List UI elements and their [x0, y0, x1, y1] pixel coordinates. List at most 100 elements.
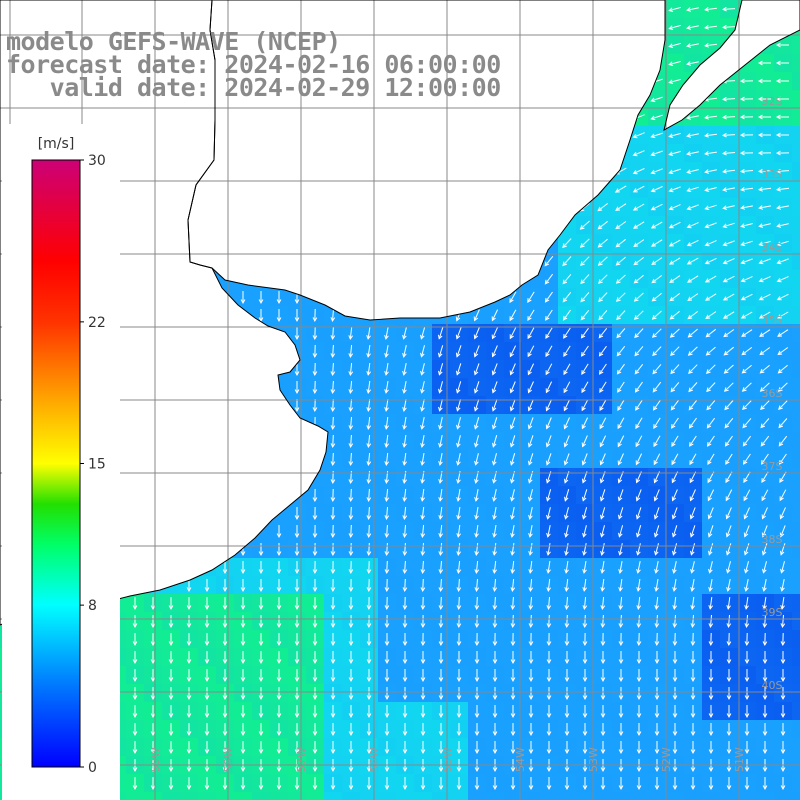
wind-arrow: [510, 614, 516, 629]
wind-arrow: [762, 614, 768, 629]
wind-arrow: [581, 417, 589, 430]
wind-arrow: [614, 185, 627, 193]
wind-arrow: [775, 60, 789, 66]
wind-arrow: [420, 381, 425, 394]
wind-arrow: [777, 347, 789, 356]
wind-arrow: [330, 705, 336, 719]
wind-arrow: [582, 596, 588, 611]
wind-arrow: [186, 705, 192, 719]
wind-arrow: [654, 669, 660, 683]
wind-arrow: [636, 669, 642, 683]
wind-arrow: [455, 381, 462, 394]
wind-arrow: [366, 723, 372, 737]
wind-arrow: [384, 614, 390, 629]
wind-arrow: [704, 24, 717, 30]
colorbar: [m/s] 30 22 15 8 0: [2, 124, 120, 800]
wind-arrow: [510, 578, 516, 593]
wind-arrow: [707, 489, 715, 502]
wind-arrow: [544, 273, 553, 285]
wind-arrow: [294, 291, 300, 305]
wind-arrow: [132, 705, 138, 719]
wind-arrow: [636, 543, 641, 556]
wind-arrow: [438, 614, 444, 629]
wind-arrow: [686, 257, 699, 265]
wind-arrow: [563, 435, 570, 448]
wind-arrow: [294, 327, 300, 341]
wind-arrow: [492, 687, 498, 701]
wind-arrow: [687, 328, 698, 338]
wind-arrow: [330, 741, 336, 755]
wind-arrow: [312, 705, 318, 719]
wind-arrow: [686, 239, 699, 247]
wind-arrow: [294, 561, 300, 575]
wind-arrow: [312, 398, 318, 413]
wind-arrow: [294, 399, 300, 413]
wind-arrow: [616, 328, 626, 339]
wind-arrow: [294, 705, 300, 719]
wind-arrow: [757, 114, 771, 120]
wind-arrow: [312, 326, 318, 341]
wind-arrow: [527, 291, 535, 303]
wind-arrow: [598, 345, 607, 357]
wind-arrow: [312, 488, 318, 503]
wind-arrow: [474, 542, 480, 557]
wind-arrow: [474, 632, 480, 647]
wind-arrow: [276, 543, 282, 557]
wind-arrow: [348, 326, 354, 341]
wind-arrow: [420, 651, 426, 665]
wind-arrow: [294, 525, 300, 539]
wind-arrow: [726, 705, 732, 719]
wind-arrow: [473, 327, 480, 340]
wind-arrow: [420, 435, 425, 448]
wind-arrow: [474, 525, 479, 538]
wind-arrow: [186, 579, 192, 593]
wind-arrow: [654, 687, 660, 701]
wind-arrow: [527, 399, 534, 412]
wind-arrow: [366, 614, 372, 629]
wind-arrow: [564, 524, 569, 538]
wind-arrow: [348, 488, 354, 503]
wind-arrow: [222, 741, 228, 755]
wind-arrow: [510, 651, 516, 665]
wind-arrow: [456, 723, 462, 737]
wind-arrow: [670, 382, 680, 393]
wind-arrow: [780, 561, 785, 574]
wind-arrow: [600, 614, 606, 629]
wind-arrow: [762, 651, 768, 665]
wind-arrow: [348, 651, 354, 665]
wind-arrow: [704, 293, 717, 301]
wind-arrow: [777, 364, 788, 374]
wind-arrow: [186, 723, 192, 737]
wind-arrow: [456, 669, 462, 683]
wind-arrow: [600, 507, 606, 520]
wind-arrow: [168, 597, 174, 611]
wind-arrow: [634, 346, 644, 357]
wind-arrow: [492, 560, 498, 575]
wind-arrow: [545, 309, 553, 321]
wind-arrow: [510, 687, 516, 701]
wind-arrow: [132, 741, 138, 755]
wind-arrow: [240, 651, 246, 665]
wind-arrow: [726, 651, 732, 665]
wind-arrow: [438, 687, 444, 701]
wind-arrow: [654, 579, 659, 592]
wind-arrow: [690, 723, 696, 737]
wind-arrow: [312, 344, 318, 359]
wind-arrow: [384, 327, 389, 340]
wind-arrow: [704, 132, 717, 138]
wind-arrow: [312, 633, 318, 647]
longitude-label: 52W: [660, 747, 673, 772]
wind-arrow: [636, 687, 642, 701]
wind-arrow: [740, 205, 753, 210]
wind-arrow: [204, 633, 210, 647]
wind-arrow: [778, 418, 788, 429]
wind-arrow: [757, 78, 771, 84]
wind-arrow: [402, 687, 408, 701]
wind-arrow: [545, 399, 552, 412]
wind-arrow: [704, 115, 717, 120]
wind-arrow: [740, 276, 753, 283]
wind-arrow: [722, 240, 735, 247]
wind-arrow: [725, 453, 733, 465]
wind-arrow: [240, 615, 246, 629]
wind-arrow: [762, 723, 768, 737]
